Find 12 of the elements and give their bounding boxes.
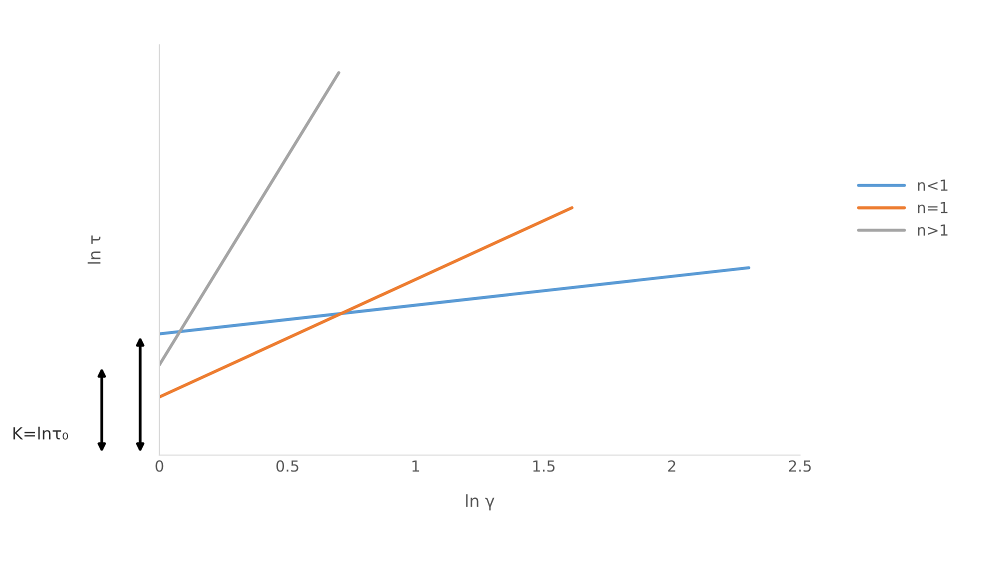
x-tick-label: 2.5 (788, 460, 811, 472)
x-axis-title: ln γ (466, 494, 494, 510)
y-axis-title: ln τ (88, 236, 100, 264)
x-tick-label: 1.5 (533, 460, 555, 472)
legend-label: n>1 (918, 224, 948, 236)
text: K=lnτ₀ (13, 426, 68, 440)
x-tick-label: 2 (668, 460, 676, 472)
legend-label: n<1 (918, 180, 948, 191)
x-tick-label: 1 (412, 460, 420, 472)
x-tick-label: 0.5 (276, 460, 298, 472)
x-tick-label: 0 (156, 460, 164, 472)
legend-label: n=1 (918, 202, 948, 214)
